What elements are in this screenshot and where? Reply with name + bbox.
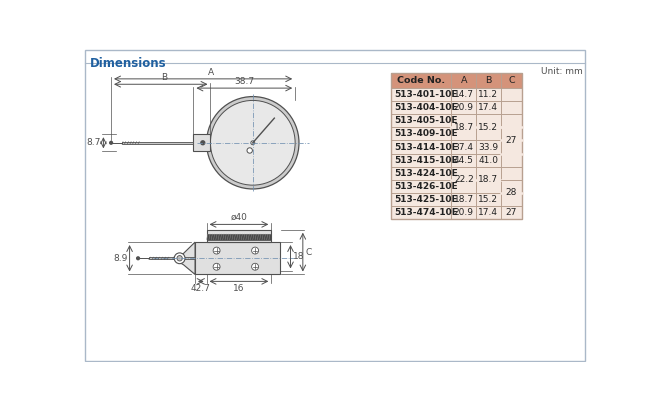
Bar <box>391 180 523 193</box>
Bar <box>391 114 523 127</box>
Text: 513-405-10E: 513-405-10E <box>394 116 458 125</box>
Text: 41.0: 41.0 <box>479 155 498 164</box>
Bar <box>207 230 271 242</box>
Text: 513-414-10E: 513-414-10E <box>394 142 458 151</box>
Text: 44.5: 44.5 <box>454 155 473 164</box>
Bar <box>122 142 194 144</box>
Text: 18: 18 <box>293 252 304 261</box>
Text: B: B <box>485 76 492 85</box>
Bar <box>194 134 211 151</box>
Circle shape <box>252 247 258 254</box>
Circle shape <box>211 101 295 185</box>
Bar <box>149 257 195 259</box>
Text: 513-409-10E: 513-409-10E <box>394 129 458 138</box>
Text: 20.9: 20.9 <box>454 103 473 112</box>
Bar <box>391 206 523 219</box>
Text: 17.4: 17.4 <box>479 103 498 112</box>
Text: 513-404-10E: 513-404-10E <box>394 103 458 112</box>
Text: 513-401-10E: 513-401-10E <box>394 90 458 99</box>
Bar <box>391 74 523 219</box>
Circle shape <box>213 263 220 270</box>
Text: 513-474-10E: 513-474-10E <box>394 208 458 217</box>
Text: ø40: ø40 <box>230 213 247 222</box>
Circle shape <box>177 256 182 261</box>
Text: C: C <box>305 247 311 257</box>
Text: 18.7: 18.7 <box>454 123 474 132</box>
Circle shape <box>252 263 258 270</box>
Text: 18.7: 18.7 <box>454 195 474 204</box>
Polygon shape <box>173 242 195 274</box>
Bar <box>195 242 280 274</box>
Circle shape <box>110 141 112 144</box>
Text: A: A <box>460 76 467 85</box>
Bar <box>391 101 523 114</box>
Bar <box>391 193 523 206</box>
Circle shape <box>213 247 220 254</box>
Text: 8.7: 8.7 <box>87 138 101 147</box>
Text: 513-425-10E: 513-425-10E <box>394 195 458 204</box>
Text: 513-424-10E: 513-424-10E <box>394 168 458 178</box>
Text: 513-415-10E: 513-415-10E <box>394 155 458 164</box>
Text: 42.7: 42.7 <box>191 284 211 293</box>
Text: 33.9: 33.9 <box>478 142 498 151</box>
Circle shape <box>251 141 254 145</box>
Text: 27: 27 <box>506 208 517 217</box>
Text: 17.4: 17.4 <box>479 208 498 217</box>
Bar <box>207 234 271 240</box>
Bar <box>391 127 523 140</box>
Text: 11.2: 11.2 <box>479 90 498 99</box>
Circle shape <box>247 148 252 153</box>
Text: B: B <box>162 73 167 82</box>
Text: Unit: mm: Unit: mm <box>541 67 582 76</box>
Text: 27: 27 <box>506 136 517 145</box>
FancyBboxPatch shape <box>85 50 585 361</box>
Circle shape <box>201 141 205 145</box>
Bar <box>391 166 523 180</box>
Text: 18.7: 18.7 <box>478 175 498 184</box>
Text: Dimensions: Dimensions <box>90 57 166 70</box>
Text: 14.7: 14.7 <box>454 90 473 99</box>
Text: A: A <box>208 68 214 77</box>
Text: Code No.: Code No. <box>398 76 445 85</box>
Text: 15.2: 15.2 <box>479 123 498 132</box>
Circle shape <box>137 257 139 260</box>
Text: 28: 28 <box>506 188 517 197</box>
Circle shape <box>174 253 185 264</box>
Circle shape <box>207 96 299 189</box>
Text: 513-426-10E: 513-426-10E <box>394 182 458 191</box>
Text: 8.9: 8.9 <box>113 254 128 263</box>
Text: 37.4: 37.4 <box>454 142 473 151</box>
Bar <box>391 153 523 166</box>
Text: C: C <box>508 76 515 85</box>
Bar <box>391 74 523 88</box>
Text: 16: 16 <box>233 284 245 293</box>
Text: 15.2: 15.2 <box>479 195 498 204</box>
Bar <box>391 140 523 153</box>
Text: 20.9: 20.9 <box>454 208 473 217</box>
Bar <box>391 88 523 101</box>
Text: 22.2: 22.2 <box>454 175 473 184</box>
Text: 38.7: 38.7 <box>234 77 254 86</box>
